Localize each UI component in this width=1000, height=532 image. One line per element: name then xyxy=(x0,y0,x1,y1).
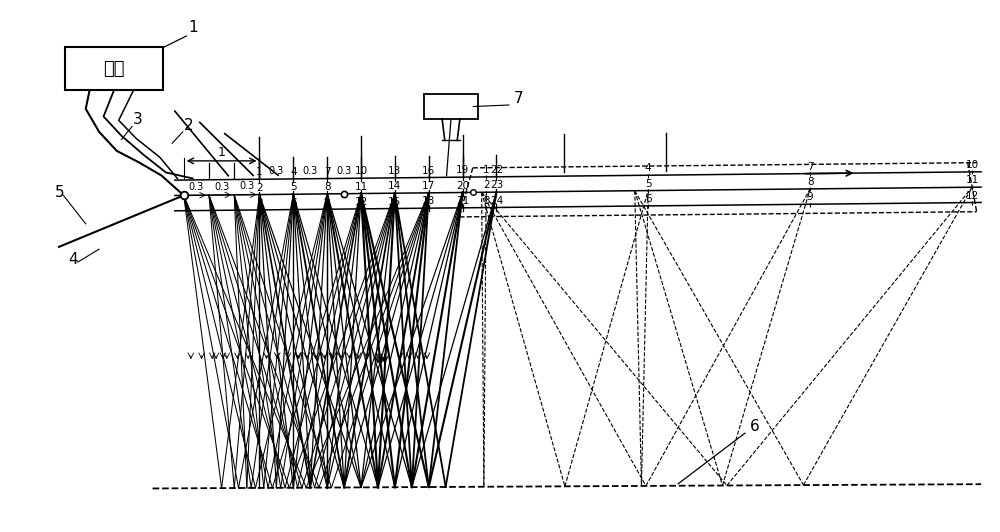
Text: 1: 1 xyxy=(256,168,263,177)
Text: 12: 12 xyxy=(966,191,979,201)
Text: 1: 1 xyxy=(218,146,226,159)
Text: 12: 12 xyxy=(354,197,368,207)
Text: 24: 24 xyxy=(490,196,503,206)
Text: 1: 1 xyxy=(188,20,197,35)
Text: 18: 18 xyxy=(422,196,435,206)
Text: 5: 5 xyxy=(290,182,297,193)
Text: 2: 2 xyxy=(184,118,193,132)
Text: 4: 4 xyxy=(645,163,651,173)
Bar xyxy=(424,94,478,119)
Text: 14: 14 xyxy=(388,181,401,192)
Text: 15: 15 xyxy=(388,197,401,207)
Text: 23: 23 xyxy=(490,180,503,190)
Bar xyxy=(65,47,163,90)
Text: 2: 2 xyxy=(483,180,489,190)
Text: 13: 13 xyxy=(388,166,401,176)
Text: 7: 7 xyxy=(324,167,330,177)
Text: 21: 21 xyxy=(456,196,469,206)
Text: 7: 7 xyxy=(513,92,523,106)
Text: 8: 8 xyxy=(324,182,330,192)
Text: 10: 10 xyxy=(966,160,979,170)
Text: 主机: 主机 xyxy=(103,60,125,78)
Text: 8: 8 xyxy=(807,177,813,187)
Text: 6: 6 xyxy=(290,198,297,207)
Text: 10: 10 xyxy=(354,167,368,177)
Text: 5: 5 xyxy=(645,179,651,189)
Text: 0.3: 0.3 xyxy=(336,166,352,176)
Text: 4: 4 xyxy=(290,167,297,177)
Text: 0.3: 0.3 xyxy=(214,181,229,192)
Text: 4: 4 xyxy=(68,253,78,268)
Text: 0.3: 0.3 xyxy=(269,167,284,177)
Text: 0.3: 0.3 xyxy=(303,166,318,176)
Text: 6: 6 xyxy=(749,419,759,434)
Text: 3: 3 xyxy=(483,196,489,206)
Text: 20: 20 xyxy=(456,181,469,190)
Text: 6: 6 xyxy=(645,194,651,204)
Text: 9: 9 xyxy=(324,197,330,207)
Text: 22: 22 xyxy=(490,165,503,175)
Text: 17: 17 xyxy=(422,181,435,191)
Text: 19: 19 xyxy=(456,165,469,176)
Text: 11: 11 xyxy=(354,182,368,192)
Text: 0.3: 0.3 xyxy=(189,182,204,192)
Text: 1: 1 xyxy=(483,165,489,175)
Text: 0.3: 0.3 xyxy=(239,181,254,192)
Text: 3: 3 xyxy=(133,112,143,127)
Text: 7: 7 xyxy=(807,162,813,172)
Text: 3: 3 xyxy=(256,198,263,208)
Text: 5: 5 xyxy=(55,185,64,200)
Text: 16: 16 xyxy=(422,165,435,176)
Text: 2: 2 xyxy=(256,183,263,193)
Text: 11: 11 xyxy=(966,176,979,185)
Text: 9: 9 xyxy=(807,193,813,202)
